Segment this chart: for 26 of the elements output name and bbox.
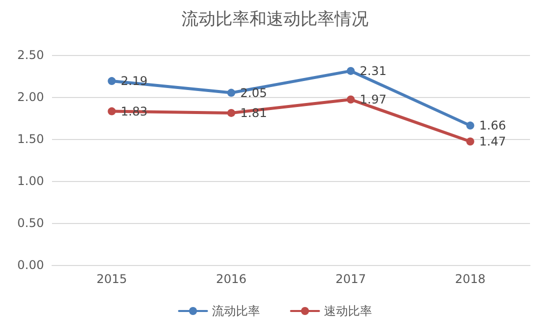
data-label: 2.31 xyxy=(360,64,386,78)
y-tick-label: 2.50 xyxy=(17,48,44,62)
legend-label: 速动比率 xyxy=(324,304,372,318)
y-tick-label: 0.00 xyxy=(17,258,44,272)
chart-title: 流动比率和速动比率情况 xyxy=(182,10,368,30)
point xyxy=(108,107,116,116)
data-label: 1.47 xyxy=(479,134,506,149)
point xyxy=(227,108,236,117)
data-label: 1.66 xyxy=(479,118,506,133)
y-tick-label: 1.00 xyxy=(17,174,44,188)
y-tick-label: 0.50 xyxy=(17,216,44,230)
x-tick-label: 2015 xyxy=(96,272,128,286)
x-tick-label: 2017 xyxy=(335,272,366,286)
legend-label: 流动比率 xyxy=(212,304,260,318)
point xyxy=(108,77,116,86)
y-tick-label: 2.00 xyxy=(17,90,44,104)
data-label: 1.97 xyxy=(360,92,386,107)
point xyxy=(346,66,355,75)
point xyxy=(227,88,236,97)
data-label: 2.05 xyxy=(240,86,267,100)
point xyxy=(466,138,474,146)
x-tick-label: 2018 xyxy=(454,272,486,286)
point xyxy=(346,96,355,104)
point xyxy=(466,122,474,130)
x-tick-label: 2016 xyxy=(216,272,247,286)
y-tick-label: 1.50 xyxy=(17,132,44,146)
